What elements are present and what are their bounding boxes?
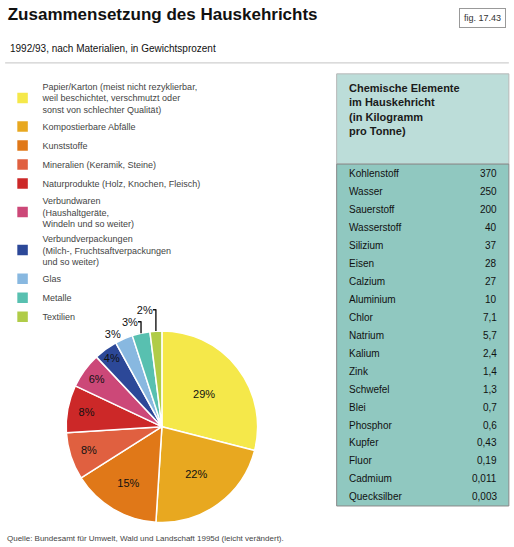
svg-text:2%: 2%	[137, 304, 153, 316]
svg-text:Chlor: Chlor	[349, 312, 374, 323]
svg-text:Quecksilber: Quecksilber	[349, 491, 402, 502]
svg-text:8%: 8%	[79, 406, 95, 418]
svg-text:Schwefel: Schwefel	[349, 384, 390, 395]
svg-text:Calzium: Calzium	[349, 276, 385, 287]
svg-text:15%: 15%	[117, 477, 139, 489]
svg-text:37: 37	[485, 240, 497, 251]
svg-text:Glas: Glas	[43, 274, 62, 284]
svg-text:Verbundverpackungen(Milch-, Fr: Verbundverpackungen(Milch-, Fruchtsaftve…	[43, 234, 172, 267]
svg-text:29%: 29%	[193, 388, 215, 400]
svg-text:Sauerstoff: Sauerstoff	[349, 204, 395, 215]
svg-text:28: 28	[485, 258, 497, 269]
svg-text:Wasser: Wasser	[349, 186, 383, 197]
svg-text:Fluor: Fluor	[349, 455, 372, 466]
svg-text:27: 27	[485, 276, 497, 287]
svg-text:1,3: 1,3	[483, 384, 497, 395]
svg-text:Kupfer: Kupfer	[349, 437, 379, 448]
svg-text:fig. 17.43: fig. 17.43	[464, 13, 501, 23]
svg-text:2,4: 2,4	[483, 348, 497, 359]
svg-text:Metalle: Metalle	[43, 293, 72, 303]
svg-text:7,1: 7,1	[483, 312, 497, 323]
svg-text:Papier/Karton (meist nicht rez: Papier/Karton (meist nicht rezyklierbar,…	[42, 82, 198, 115]
svg-text:6%: 6%	[89, 373, 105, 385]
svg-text:Natrium: Natrium	[349, 330, 384, 341]
svg-text:0,19: 0,19	[477, 455, 497, 466]
svg-text:Eisen: Eisen	[349, 258, 374, 269]
svg-text:0,003: 0,003	[472, 491, 497, 502]
svg-text:0,7: 0,7	[483, 402, 497, 413]
svg-text:0,011: 0,011	[472, 473, 497, 484]
svg-text:Zusammensetzung des Hauskehric: Zusammensetzung des Hauskehrichts	[8, 5, 318, 24]
svg-text:22%: 22%	[185, 468, 207, 480]
svg-text:Wasserstoff: Wasserstoff	[349, 222, 401, 233]
svg-text:200: 200	[480, 204, 497, 215]
svg-text:Silizium: Silizium	[349, 240, 383, 251]
svg-text:Blei: Blei	[349, 402, 366, 413]
svg-text:Kunststoffe: Kunststoffe	[43, 141, 88, 151]
svg-text:1,4: 1,4	[483, 366, 497, 377]
svg-text:0,6: 0,6	[483, 420, 497, 431]
svg-text:Chemische Elementeim Hauskehri: Chemische Elementeim Hauskehricht(in Kil…	[349, 82, 460, 137]
svg-text:Aluminium: Aluminium	[349, 294, 396, 305]
svg-text:Quelle: Bundesamt für Umwelt,: Quelle: Bundesamt für Umwelt, Wald und L…	[7, 534, 284, 543]
svg-text:Kohlenstoff: Kohlenstoff	[349, 168, 399, 179]
svg-text:4%: 4%	[104, 352, 120, 364]
svg-text:Zink: Zink	[349, 366, 369, 377]
svg-text:250: 250	[480, 186, 497, 197]
svg-text:Textilien: Textilien	[43, 312, 76, 322]
svg-text:370: 370	[480, 168, 497, 179]
svg-text:Naturprodukte (Holz, Knochen,: Naturprodukte (Holz, Knochen, Fleisch)	[43, 179, 201, 189]
svg-text:10: 10	[485, 294, 497, 305]
svg-text:Cadmium: Cadmium	[349, 473, 392, 484]
svg-text:Kompostierbare Abfälle: Kompostierbare Abfälle	[43, 122, 136, 132]
svg-text:1992/93, nach Materialien, in: 1992/93, nach Materialien, in Gewichtspr…	[10, 43, 216, 54]
svg-text:5,7: 5,7	[483, 330, 497, 341]
svg-text:Phosphor: Phosphor	[349, 420, 392, 431]
svg-text:8%: 8%	[81, 444, 97, 456]
svg-text:0,43: 0,43	[477, 437, 497, 448]
svg-text:3%: 3%	[122, 316, 138, 328]
svg-text:3%: 3%	[105, 328, 121, 340]
svg-text:Kalium: Kalium	[349, 348, 380, 359]
svg-text:Mineralien (Keramik, Steine): Mineralien (Keramik, Steine)	[43, 160, 157, 170]
svg-text:Verbundwaren(Haushaltgeräte,Wi: Verbundwaren(Haushaltgeräte,Windeln und …	[43, 196, 135, 229]
svg-text:40: 40	[485, 222, 497, 233]
